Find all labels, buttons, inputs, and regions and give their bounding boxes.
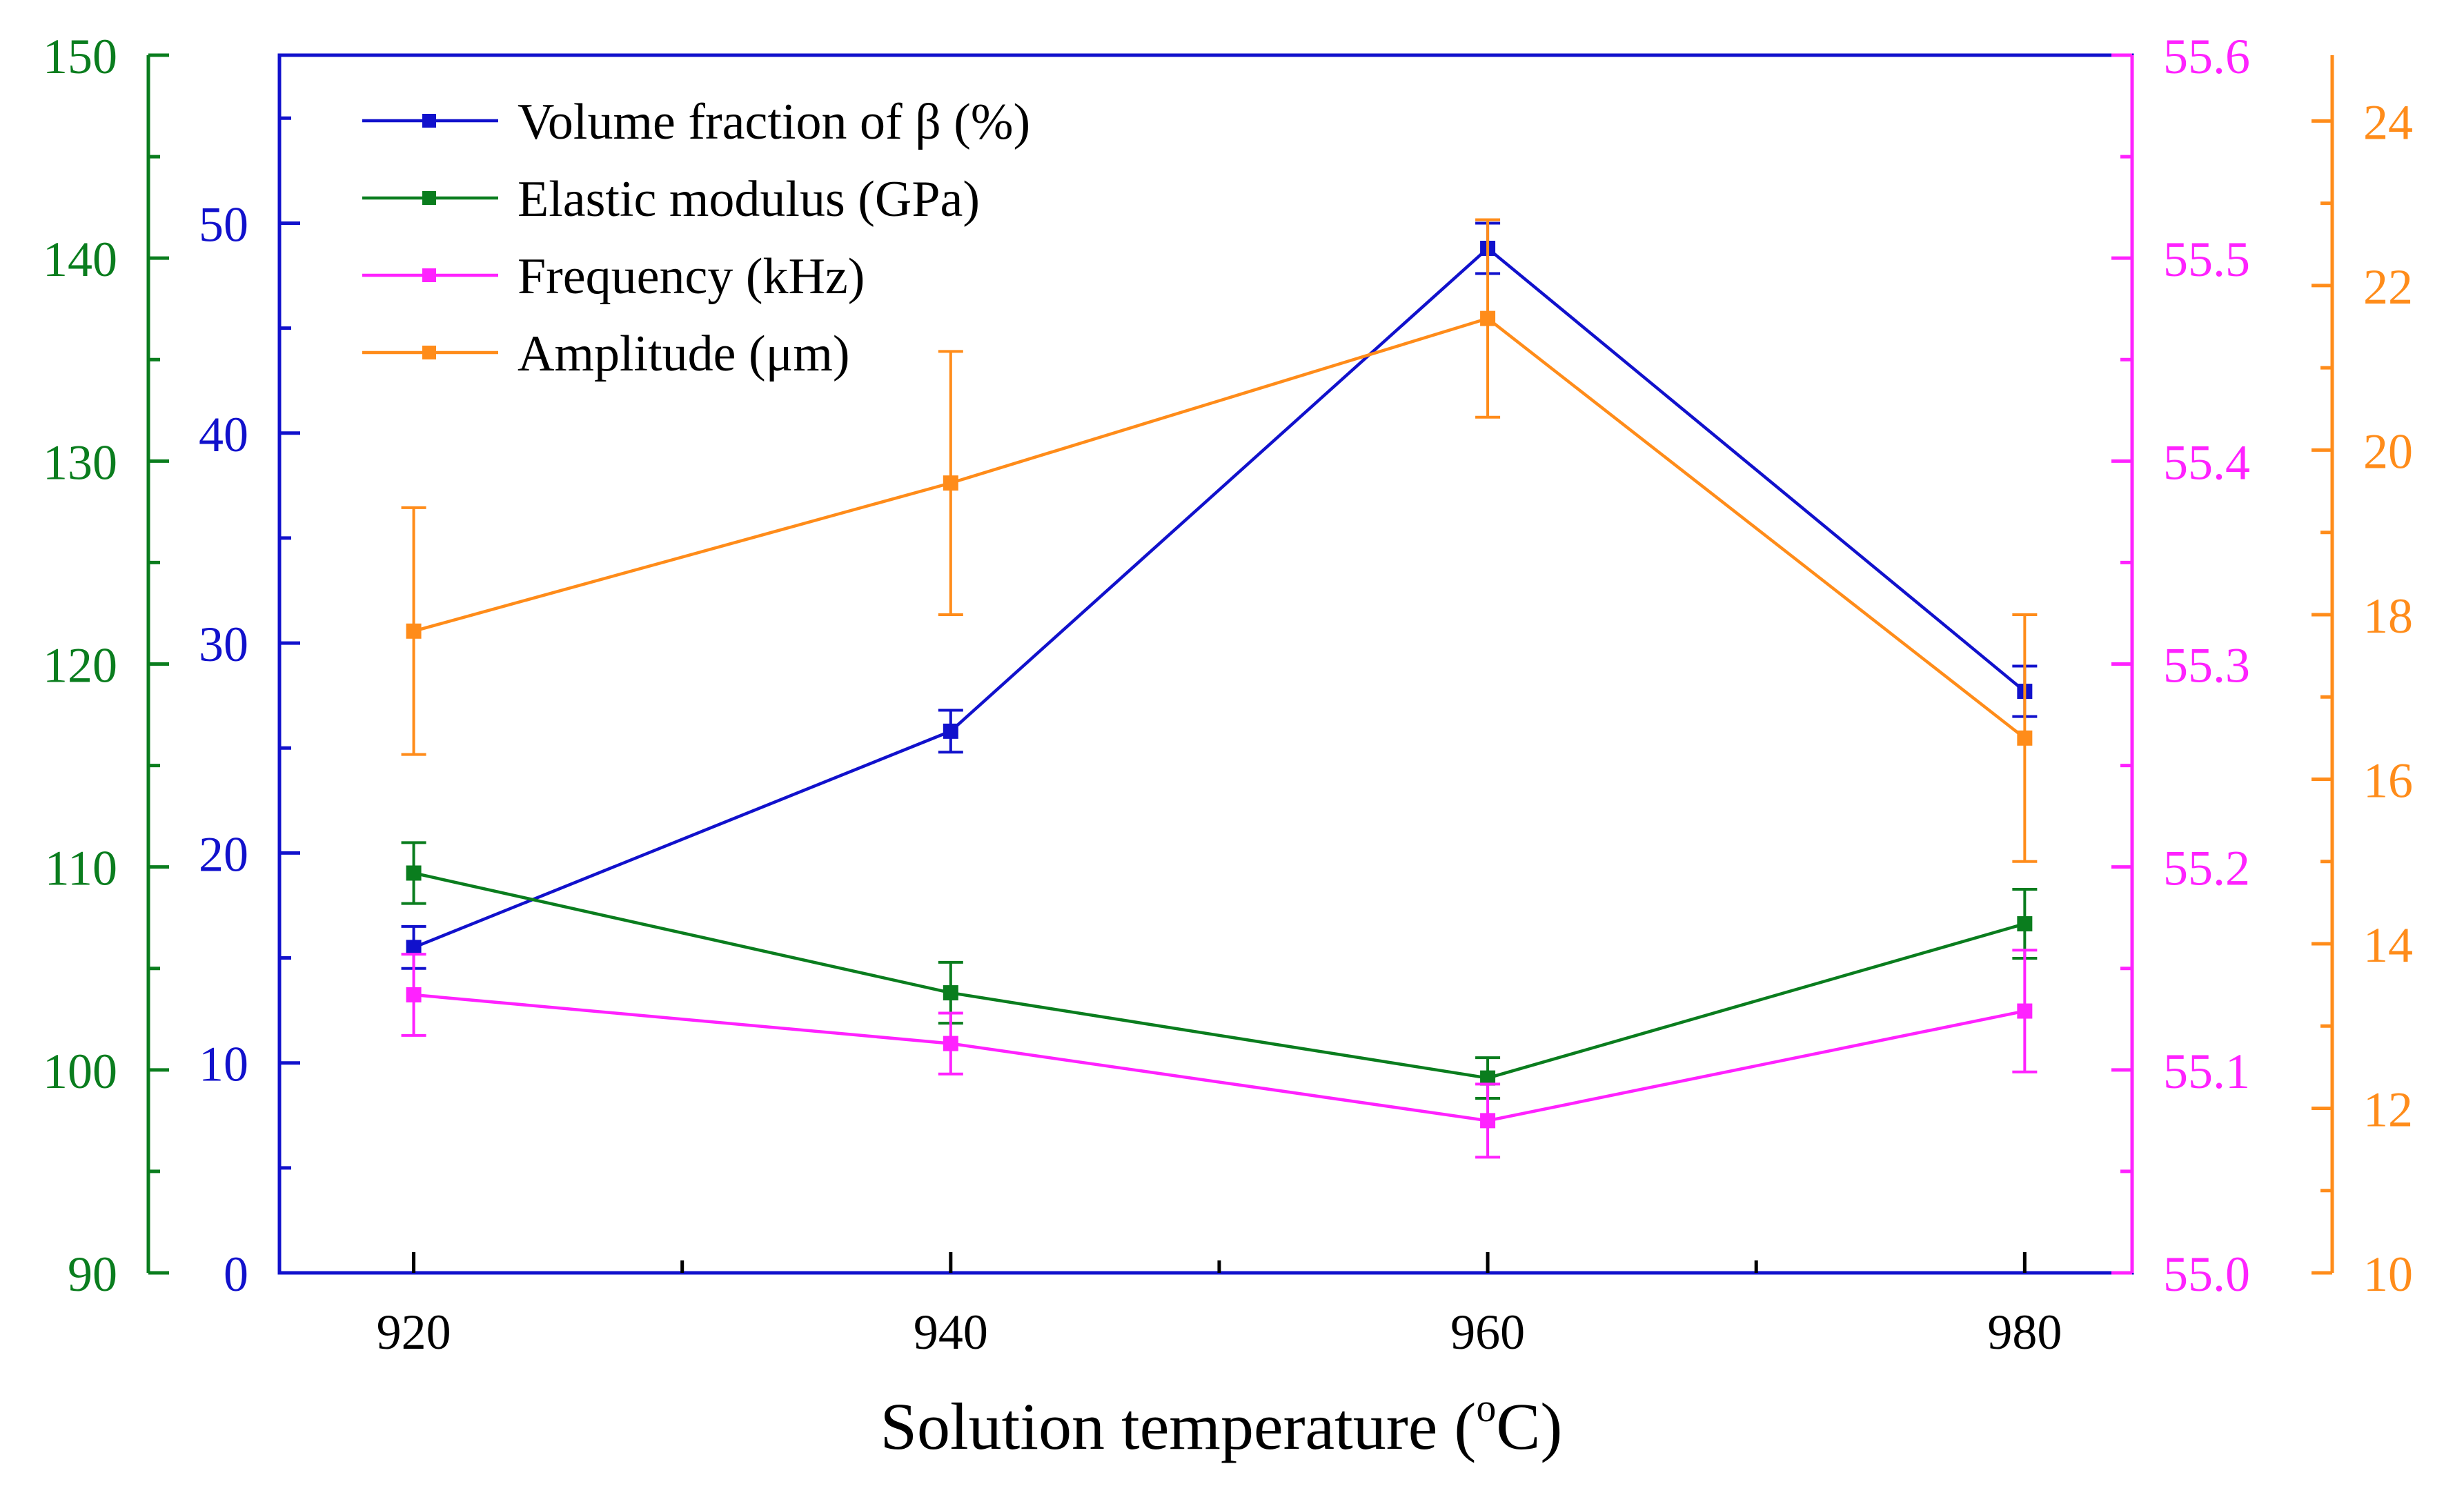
data-point	[943, 985, 958, 1001]
legend-swatch-marker	[422, 346, 436, 359]
data-point	[1480, 1070, 1496, 1086]
magenta-tick-label: 55.3	[2163, 638, 2250, 693]
green-tick-label: 100	[43, 1044, 117, 1099]
series-line	[413, 993, 2025, 1122]
x-tick-label: 980	[1987, 1305, 2062, 1360]
series-magenta	[401, 949, 2038, 1159]
data-point	[943, 1036, 958, 1051]
orange-tick-label: 20	[2363, 424, 2413, 479]
legend-entry: Volume fraction of β (%)	[362, 94, 1030, 150]
blue-axis: 0 10 20 30 40 50	[199, 55, 300, 1302]
magenta-axis: 55.0 55.1 55.2 55.3 55.4 55.5 55.6	[2111, 29, 2250, 1302]
series-orange	[401, 218, 2038, 863]
x-tick-label: 920	[377, 1305, 451, 1360]
x-tick-label: 960	[1450, 1305, 1525, 1360]
legend-entry: Frequency (kHz)	[362, 248, 865, 305]
orange-tick-label: 22	[2363, 259, 2413, 315]
data-point	[2017, 1003, 2033, 1019]
legend-swatch-marker	[422, 268, 436, 282]
data-point	[1480, 310, 1496, 326]
x-axis-label-unit: C)	[1496, 1389, 1562, 1463]
x-axis-label-main: Solution temperature (	[880, 1389, 1477, 1463]
blue-tick-label: 20	[199, 826, 248, 882]
green-tick-label: 140	[43, 232, 117, 287]
blue-tick-label: 40	[199, 407, 248, 462]
data-point	[406, 623, 422, 639]
magenta-tick-label: 55.4	[2163, 435, 2250, 490]
orange-axis: 10 12 14 16 18 20 22 24	[2312, 55, 2413, 1302]
series-line	[413, 317, 2026, 740]
orange-tick-label: 12	[2363, 1082, 2413, 1137]
magenta-tick-label: 55.1	[2163, 1044, 2250, 1099]
data-point	[1480, 1113, 1496, 1129]
x-axis: 920 940 960 980	[377, 1252, 2062, 1360]
legend-entry: Elastic modulus (GPa)	[362, 171, 980, 228]
data-point	[2017, 730, 2033, 746]
legend-label: Frequency (kHz)	[518, 248, 865, 305]
legend-label: Volume fraction of β (%)	[518, 94, 1030, 150]
legend: Volume fraction of β (%) Elastic modulus …	[362, 94, 1030, 382]
orange-tick-label: 18	[2363, 588, 2413, 644]
data-point	[406, 865, 422, 881]
green-tick-label: 120	[43, 638, 117, 693]
data-point	[943, 723, 958, 739]
axes-layer: 901001101201301401500102030405055.055.15…	[43, 29, 2413, 1360]
data-point	[943, 475, 958, 491]
orange-tick-label: 24	[2363, 95, 2413, 150]
magenta-tick-label: 55.5	[2163, 232, 2250, 287]
x-axis-label-degree: o	[1476, 1385, 1496, 1430]
x-axis-label: Solution temperature (oC)	[880, 1385, 1563, 1463]
magenta-tick-label: 55.0	[2163, 1247, 2250, 1302]
green-tick-label: 90	[68, 1247, 117, 1302]
legend-label: Elastic modulus (GPa)	[518, 171, 980, 228]
data-point	[406, 940, 422, 956]
magenta-tick-label: 55.6	[2163, 29, 2250, 84]
data-point	[2017, 916, 2033, 932]
legend-entry: Amplitude (μm)	[362, 326, 850, 382]
legend-label: Amplitude (μm)	[518, 326, 850, 382]
green-tick-label: 110	[45, 841, 117, 896]
series-layer	[401, 218, 2038, 1159]
legend-swatch-marker	[422, 191, 436, 205]
series-line	[413, 871, 2025, 1080]
green-tick-label: 130	[43, 435, 117, 490]
series-line	[413, 246, 2026, 949]
x-tick-label: 940	[914, 1305, 988, 1360]
data-point	[406, 987, 422, 1002]
plot-frame	[277, 53, 2134, 1275]
orange-tick-label: 10	[2363, 1247, 2413, 1302]
green-axis: 90 100 110 120 130 140 150	[43, 29, 169, 1302]
magenta-tick-label: 55.2	[2163, 841, 2250, 896]
orange-tick-label: 14	[2363, 918, 2413, 973]
green-tick-label: 150	[43, 29, 117, 84]
blue-tick-label: 0	[224, 1247, 248, 1302]
blue-tick-label: 10	[199, 1037, 248, 1092]
legend-swatch-marker	[422, 114, 436, 128]
blue-tick-label: 30	[199, 617, 248, 672]
blue-tick-label: 50	[199, 197, 248, 252]
orange-tick-label: 16	[2363, 753, 2413, 808]
